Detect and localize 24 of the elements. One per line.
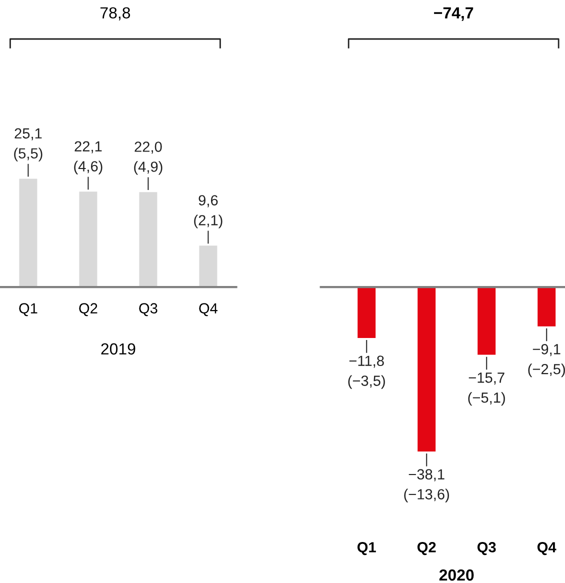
bar bbox=[139, 192, 158, 288]
x-tick-label: Q3 bbox=[139, 303, 158, 316]
data-label: 9,6 (2,1) bbox=[194, 195, 222, 228]
text: 78,8 bbox=[100, 7, 130, 20]
x-tick-label: Q2 bbox=[79, 303, 98, 316]
data-label: −38,1 (−13,6) bbox=[404, 469, 449, 502]
text: 2019 bbox=[101, 343, 136, 355]
x-tick-label: Q3 bbox=[477, 542, 496, 556]
x-tick-label: Q4 bbox=[199, 303, 218, 316]
data-label: −9,1 (−2,5) bbox=[528, 344, 565, 378]
data-label: 22,1 (4,6) bbox=[74, 141, 102, 174]
bar bbox=[19, 178, 38, 288]
data-label: −15,7 (−5,1) bbox=[468, 372, 505, 406]
x-tick-label: Q2 bbox=[417, 542, 436, 556]
x-tick-label: Q4 bbox=[537, 542, 556, 556]
data-label: −11,8 (−3,5) bbox=[348, 356, 385, 389]
x-tick-label: Q1 bbox=[357, 542, 376, 556]
text: −74,7 bbox=[434, 7, 474, 21]
text: 2020 bbox=[439, 569, 474, 581]
bar bbox=[199, 246, 218, 288]
data-label: 25,1 (5,5) bbox=[14, 128, 42, 162]
bar bbox=[79, 192, 98, 288]
x-tick-label: Q1 bbox=[19, 303, 38, 316]
data-label: 22,0 (4,9) bbox=[134, 142, 162, 175]
